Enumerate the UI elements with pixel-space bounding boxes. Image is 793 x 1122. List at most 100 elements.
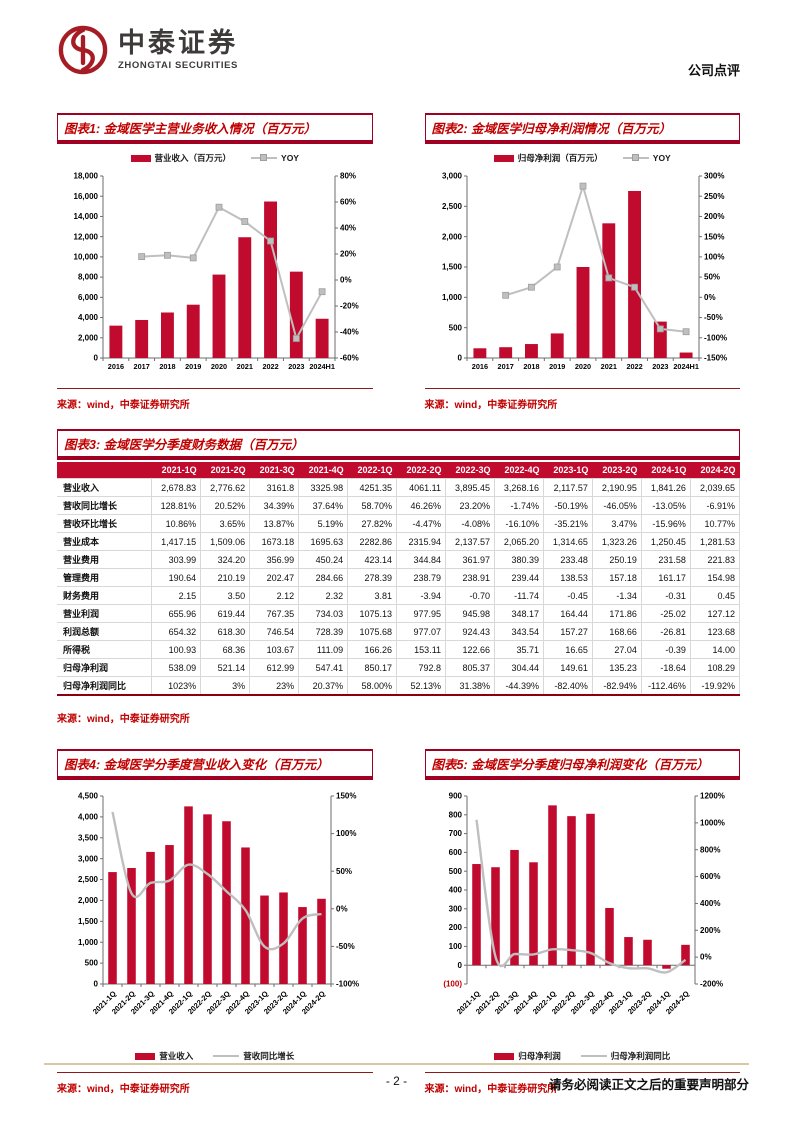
svg-text:2,500: 2,500 xyxy=(441,202,462,211)
svg-text:2017: 2017 xyxy=(134,362,150,371)
svg-text:3,000: 3,000 xyxy=(78,854,99,863)
svg-text:100: 100 xyxy=(448,942,462,951)
table-cell: 2.12 xyxy=(249,586,299,605)
figure-row-1: 图表1: 金域医学主营业务收入情况（百万元） 营业收入（百万元） YOY 0 2,0… xyxy=(57,113,740,411)
svg-text:4,000: 4,000 xyxy=(78,812,99,821)
svg-text:500: 500 xyxy=(85,959,99,968)
figure-2-chart: 0 500 1,000 1,500 2,000 2,500 3,000 -150% -100% -… xyxy=(425,168,741,382)
svg-text:800%: 800% xyxy=(700,845,720,854)
legend-label: 归母净利润（百万元） xyxy=(517,153,603,163)
table-cell: 166.26 xyxy=(347,640,397,659)
svg-text:0: 0 xyxy=(94,354,99,363)
quarter-column-header: 2023-2Q xyxy=(592,462,642,479)
legend-label: 归母净利润 xyxy=(518,1051,561,1061)
figure-1-title: 图表1: 金域医学主营业务收入情况（百万元） xyxy=(57,113,373,144)
figure-2-legend: 归母净利润（百万元） YOY xyxy=(425,148,741,168)
table-cell: 2315.94 xyxy=(396,532,446,551)
row-label: 财务费用 xyxy=(57,586,153,605)
svg-text:1,000: 1,000 xyxy=(441,293,462,302)
svg-text:2022: 2022 xyxy=(626,362,642,371)
legend-label: YOY xyxy=(652,153,671,163)
table-cell: 210.19 xyxy=(200,568,250,587)
table-cell: 161.17 xyxy=(640,568,691,587)
svg-text:-50%: -50% xyxy=(704,313,723,322)
table-cell: 5.19% xyxy=(298,514,348,533)
svg-text:700: 700 xyxy=(448,829,462,838)
svg-text:-20%: -20% xyxy=(340,302,359,311)
table-cell: 231.58 xyxy=(640,550,691,569)
svg-text:300%: 300% xyxy=(704,172,724,181)
legend-bar-item: 营业收入 xyxy=(135,1050,193,1062)
table-cell: 233.48 xyxy=(542,550,593,569)
table-cell: 2,065.20 xyxy=(494,532,544,551)
svg-text:-100%: -100% xyxy=(704,333,727,342)
table-cell: 10.77% xyxy=(689,514,741,533)
table-cell: 153.11 xyxy=(396,640,446,659)
svg-text:600%: 600% xyxy=(700,872,720,881)
table-cell: 2,190.95 xyxy=(591,478,642,497)
figure-4-title: 图表4: 金域医学分季度营业收入变化（百万元） xyxy=(57,749,373,780)
bar-swatch-icon xyxy=(493,154,514,162)
table-cell: -0.45 xyxy=(542,586,593,605)
legend-label: 归母净利润同比 xyxy=(610,1051,671,1061)
table-cell: 157.18 xyxy=(591,568,642,587)
table-row: 营业费用 303.99 324.20 356.99 450.24 423.14 344.84… xyxy=(57,550,741,569)
table-cell: 3% xyxy=(200,676,250,696)
bar-swatch-icon xyxy=(494,1052,515,1060)
svg-text:40%: 40% xyxy=(340,224,356,233)
table-cell: 1,281.53 xyxy=(689,532,741,551)
table-cell: 734.03 xyxy=(298,604,348,623)
table-cell: 1,323.26 xyxy=(591,532,642,551)
svg-text:2020: 2020 xyxy=(211,362,227,371)
table-cell: 324.20 xyxy=(200,550,250,569)
quarter-column-header: 2022-1Q xyxy=(347,462,397,479)
table-cell: 35.71 xyxy=(494,640,544,659)
quarter-column-header: 2022-3Q xyxy=(445,462,495,479)
table-row: 归母净利润同比 1023% 3% 23% 20.37% 58.00% 52.13% 31.38… xyxy=(57,676,741,696)
bar-swatch-icon xyxy=(130,154,151,162)
table-cell: 3325.98 xyxy=(298,478,348,497)
svg-text:2,000: 2,000 xyxy=(441,232,462,241)
footer-disclaimer: 请务必阅读正文之后的重要声明部分 xyxy=(548,1078,749,1092)
table-cell: 168.66 xyxy=(591,622,642,641)
table-cell: 792.8 xyxy=(396,658,446,677)
row-label: 利润总额 xyxy=(57,622,153,641)
svg-text:80%: 80% xyxy=(340,172,356,181)
row-label: 归母净利润 xyxy=(57,658,153,677)
table-cell: -3.94 xyxy=(396,586,446,605)
figure-1-legend: 营业收入（百万元） YOY xyxy=(57,148,373,168)
table-cell: 157.27 xyxy=(542,622,593,641)
svg-text:300: 300 xyxy=(448,904,462,913)
svg-text:100%: 100% xyxy=(704,252,724,261)
svg-text:2021: 2021 xyxy=(237,362,253,371)
svg-text:900: 900 xyxy=(448,792,462,801)
svg-text:2023: 2023 xyxy=(652,362,668,371)
svg-text:(100): (100) xyxy=(443,980,462,989)
table-cell: 344.84 xyxy=(396,550,446,569)
table-cell: 127.12 xyxy=(689,604,741,623)
table-cell: 924.43 xyxy=(445,622,495,641)
table-cell: 4061.11 xyxy=(396,478,446,497)
svg-text:50%: 50% xyxy=(704,273,720,282)
svg-text:4,000: 4,000 xyxy=(78,313,99,322)
footer-row: - 2 - 请务必阅读正文之后的重要声明部分 xyxy=(44,1074,749,1092)
table-cell: 1673.18 xyxy=(249,532,299,551)
svg-text:1,500: 1,500 xyxy=(78,917,99,926)
figure-5-chart: (100) 0 100 200 300 400 500 600 700 800 900 -200% 0%… xyxy=(425,788,741,1042)
table-cell: 103.67 xyxy=(249,640,299,659)
line-swatch-icon xyxy=(580,1055,607,1057)
row-label: 营收环比增长 xyxy=(57,514,153,533)
table-cell: -0.31 xyxy=(640,586,691,605)
legend-line-item: YOY xyxy=(622,153,671,163)
table-cell: 3.47% xyxy=(591,514,642,533)
table-row: 财务费用 2.15 3.50 2.12 2.32 3.81 -3.94 -0.70 -11.74… xyxy=(57,586,741,605)
table-cell: -25.02 xyxy=(640,604,691,623)
table-cell: 1695.63 xyxy=(298,532,348,551)
svg-text:20%: 20% xyxy=(340,250,356,259)
table-cell: 850.17 xyxy=(347,658,397,677)
quarter-column-header: 2021-1Q xyxy=(151,462,201,479)
figure-4-legend: 营业收入 营收同比增长 xyxy=(57,1046,373,1066)
table-cell: -1.34 xyxy=(591,586,642,605)
figure-2-panel: 图表2: 金域医学归母净利润情况（百万元） 归母净利润（百万元） YOY 0 500… xyxy=(424,113,741,411)
